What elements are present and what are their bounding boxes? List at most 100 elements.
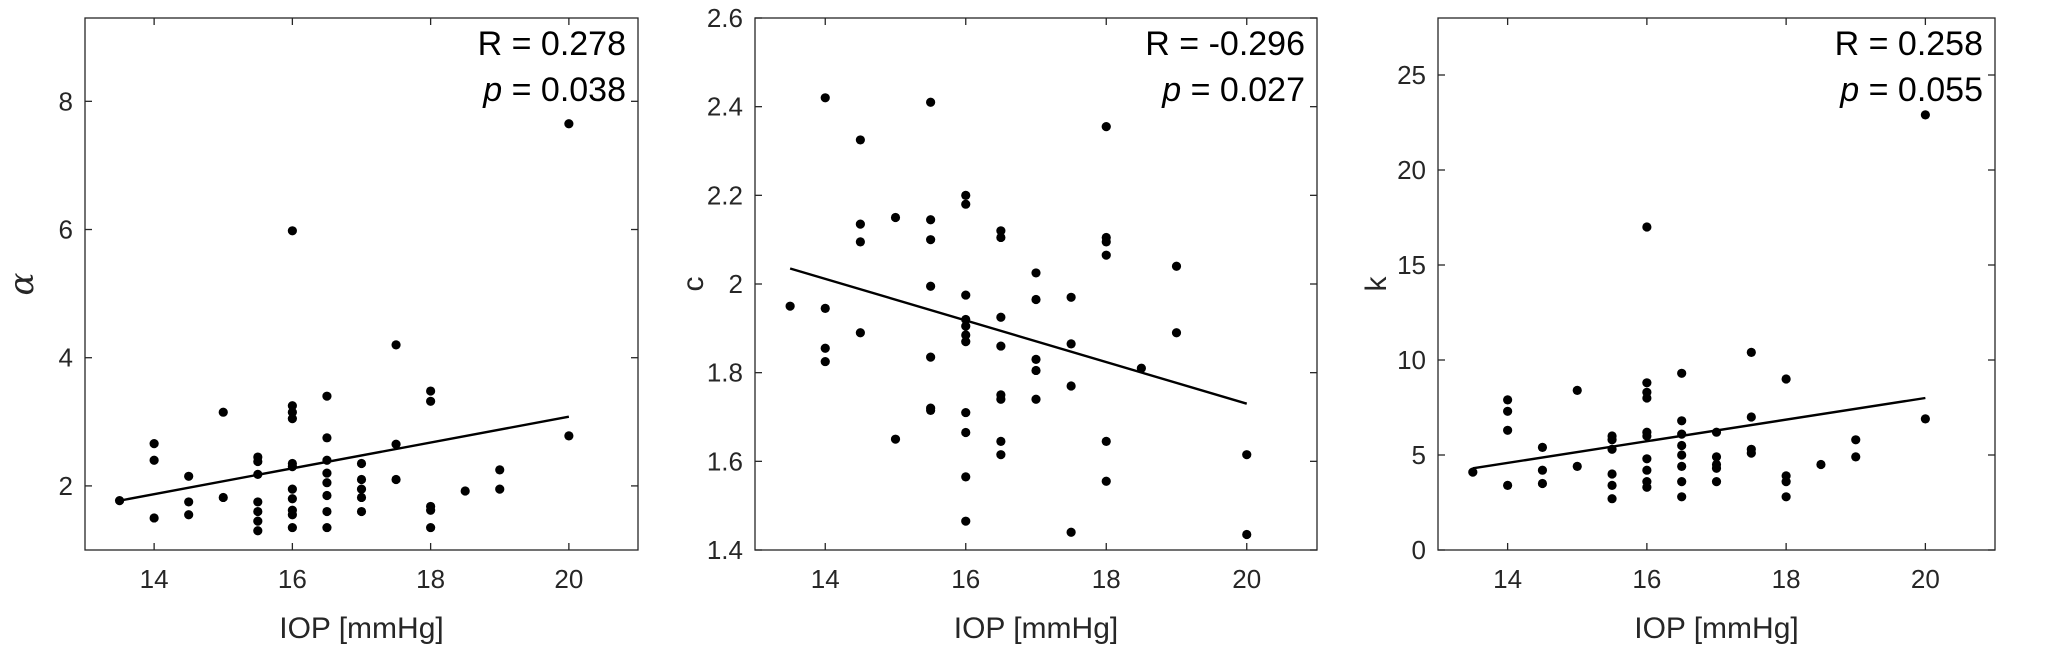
data-point (996, 312, 1006, 322)
data-point (1677, 440, 1687, 451)
data-point (1746, 347, 1756, 357)
data-point (1677, 416, 1687, 426)
data-point (426, 505, 436, 515)
correlation-r-text: R = 0.258 (1835, 25, 1983, 63)
data-point (961, 427, 971, 438)
data-point (820, 93, 830, 103)
data-point (1171, 261, 1182, 271)
data-point (114, 496, 125, 506)
data-point (253, 456, 263, 467)
y-tick-label: 4 (59, 343, 73, 373)
data-point (322, 468, 332, 478)
data-point (1711, 452, 1722, 462)
data-point (926, 235, 936, 245)
data-point (287, 462, 297, 472)
data-point (149, 439, 159, 449)
data-point (890, 212, 901, 223)
x-tick-label: 18 (1092, 564, 1121, 594)
data-point (218, 492, 228, 503)
data-point (1781, 374, 1791, 384)
y-tick-label: 2 (59, 471, 73, 501)
data-point (1242, 529, 1252, 540)
data-point (1066, 381, 1076, 391)
data-point (820, 303, 830, 313)
data-point (1101, 436, 1111, 446)
p-value-text: p = 0.038 (482, 71, 626, 109)
data-point (495, 484, 505, 494)
data-point (1642, 378, 1652, 388)
data-point (1136, 363, 1146, 373)
x-axis-label: IOP [mmHg] (954, 612, 1118, 645)
data-point (322, 490, 332, 501)
data-point (1781, 492, 1791, 502)
data-point (1607, 435, 1617, 445)
data-point (356, 506, 367, 517)
data-point (1503, 425, 1513, 435)
data-point (961, 330, 971, 340)
x-axis-label: IOP [mmHg] (1634, 612, 1798, 645)
data-point (253, 526, 263, 536)
data-point (184, 497, 194, 507)
y-tick-label: 2.6 (707, 3, 743, 33)
p-letter: p (1161, 71, 1181, 109)
data-point (1642, 482, 1652, 492)
data-point (1031, 268, 1041, 278)
data-point (426, 386, 436, 396)
data-point (996, 232, 1006, 243)
data-point (996, 436, 1006, 446)
data-point (287, 484, 297, 494)
data-point (356, 484, 367, 494)
data-point (1031, 365, 1041, 376)
data-point (961, 337, 971, 347)
data-point (1242, 450, 1252, 460)
regression-line (1472, 396, 1926, 470)
p-value: = 0.038 (502, 71, 626, 109)
data-point (820, 356, 830, 367)
data-point (1101, 250, 1111, 260)
data-point (855, 219, 865, 229)
data-point (961, 321, 971, 331)
chart-panel-3: 14 16 18 20 0 5 10 15 20 25 IOP [mmHg] k R = 0.258 p … (1360, 17, 1996, 645)
data-point (1607, 469, 1617, 479)
data-point (996, 341, 1006, 351)
y-tick-label: 1.6 (707, 446, 743, 476)
regression-line (789, 267, 1248, 405)
y-axis-label: α (2, 272, 42, 295)
x-axis-label: IOP [mmHg] (279, 612, 443, 645)
data-point (1537, 478, 1548, 489)
x-tick-label: 16 (278, 564, 307, 594)
data-point (356, 474, 367, 485)
y-axis-label: k (1360, 276, 1393, 292)
data-point (855, 237, 865, 247)
y-tick-label: 8 (59, 86, 73, 116)
data-point (996, 450, 1006, 460)
data-point (926, 281, 936, 291)
data-point (1920, 414, 1930, 424)
data-point (1607, 444, 1617, 454)
x-tick-label: 20 (1911, 564, 1940, 594)
data-point (1031, 294, 1041, 305)
data-point (1503, 406, 1513, 416)
data-point (1851, 452, 1861, 462)
data-point (1031, 354, 1041, 364)
data-point (785, 301, 795, 311)
data-point (1642, 222, 1652, 232)
regression-line (119, 415, 570, 502)
data-point (322, 506, 332, 517)
data-point (356, 458, 367, 469)
data-point (820, 343, 830, 353)
data-point (1101, 237, 1111, 247)
data-point (1101, 476, 1111, 486)
data-point (961, 190, 971, 200)
data-point (1677, 450, 1687, 460)
data-point (356, 492, 367, 503)
plot-frame (84, 17, 639, 551)
data-point (322, 391, 332, 401)
data-point (322, 522, 332, 533)
data-point (287, 401, 297, 411)
data-point (926, 215, 936, 225)
data-point (1537, 465, 1548, 475)
data-point (1677, 492, 1687, 502)
data-point (961, 314, 971, 325)
y-tick-label: 20 (1397, 155, 1426, 185)
